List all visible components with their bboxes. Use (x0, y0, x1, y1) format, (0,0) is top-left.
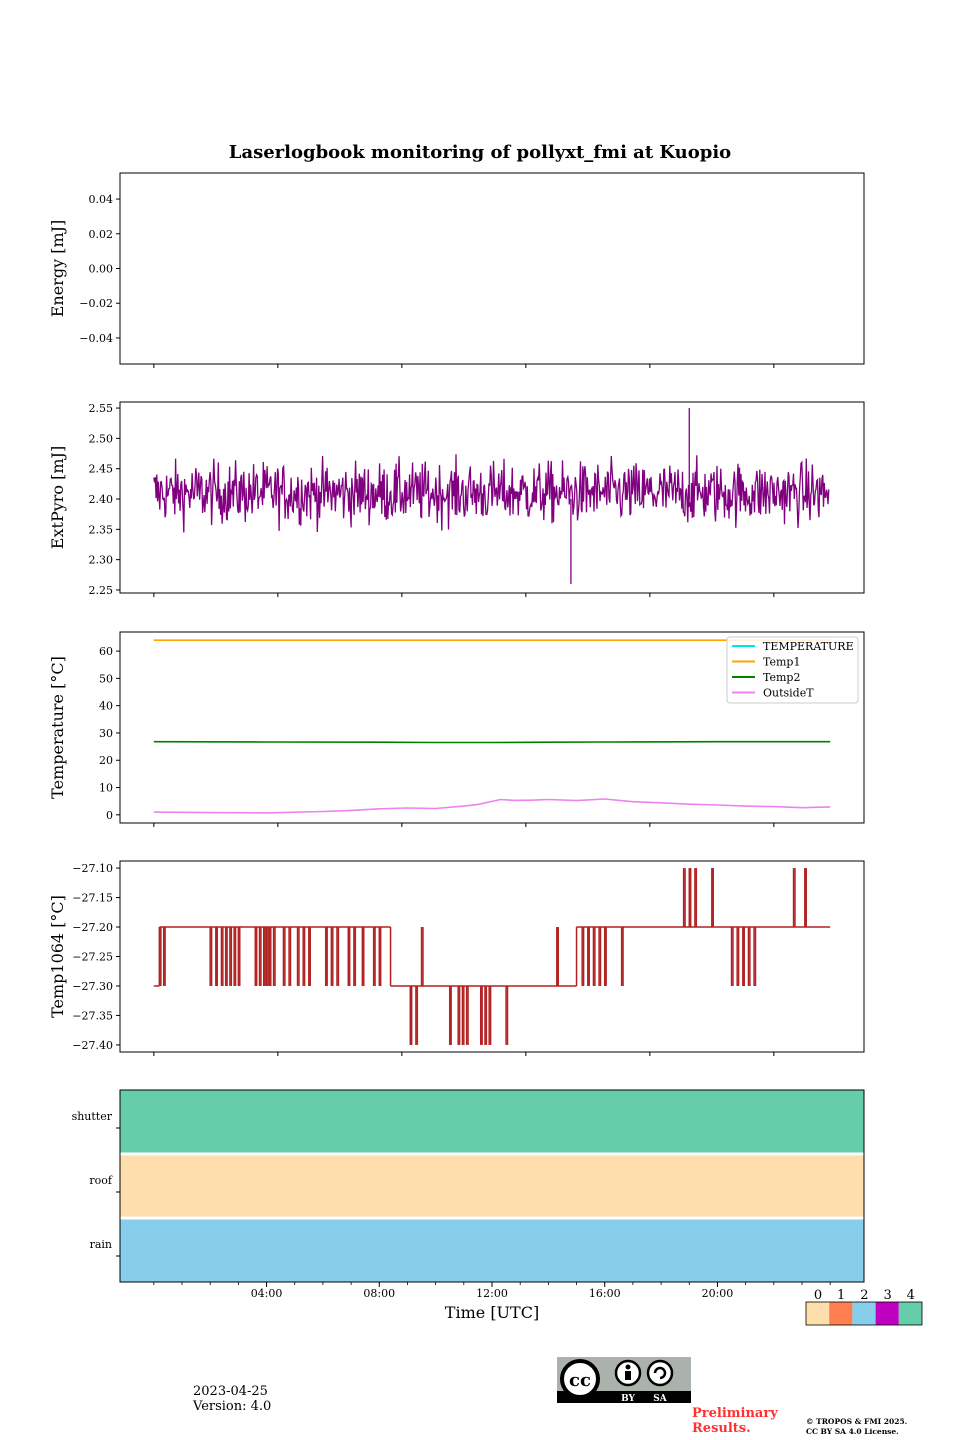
extpyro-axes-frame (119, 401, 865, 594)
temp1064-ytick-label: −27.40 (72, 1039, 113, 1052)
time-xtick-label: 04:00 (251, 1287, 283, 1300)
temperature-ytick-label: 10 (99, 782, 113, 795)
temp1064-ytick-label: −27.15 (72, 892, 113, 905)
energy-ytick-label: −0.04 (79, 332, 113, 345)
preliminary-note: Preliminary Results. (692, 1406, 778, 1436)
energy-ylabel: Energy [mJ] (48, 220, 67, 318)
temperature-series-outsidet (153, 798, 831, 814)
by-label: BY (621, 1394, 635, 1404)
temperature-ytick-label: 40 (99, 700, 113, 713)
energy-ytick-label: 0.00 (89, 263, 114, 276)
temp1064-ytick-label: −27.20 (72, 921, 113, 934)
chart-title: Laserlogbook monitoring of pollyxt_fmi a… (229, 142, 731, 163)
temperature-series-temp2 (153, 740, 831, 744)
colorbar-swatch-3 (875, 1302, 899, 1325)
extpyro-panel: 2.25 2.30 2.35 2.40 2.45 2.50 2.55 ExtPyro [mJ] (48, 401, 865, 597)
colorbar-swatch-1 (829, 1302, 853, 1325)
status-row-shutter (120, 1090, 864, 1153)
status-row-rain (120, 1219, 864, 1282)
temperature-axes-frame (119, 631, 865, 824)
extpyro-ytick-label: 2.55 (89, 402, 114, 415)
extpyro-ytick-label: 2.25 (89, 584, 114, 597)
extpyro-ytick-label: 2.45 (89, 463, 114, 476)
temp1064-axes-frame (119, 860, 865, 1053)
colorbar-tick-label: 4 (907, 1288, 915, 1303)
time-xtick-label: 20:00 (702, 1287, 734, 1300)
colorbar-swatch-4 (898, 1302, 922, 1325)
colorbar-tick-label: 3 (883, 1288, 891, 1303)
temperature-ytick-label: 60 (99, 645, 113, 658)
sa-icon-arrow (653, 1366, 667, 1380)
extpyro-ylabel: ExtPyro [mJ] (48, 446, 67, 549)
legend-label-temperature: TEMPERATURE (763, 640, 854, 653)
temp1064-ytick-label: −27.10 (72, 862, 113, 875)
temperature-ytick-label: 0 (106, 809, 113, 822)
by-icon-body (625, 1371, 631, 1380)
legend-label-temp1: Temp1 (763, 656, 800, 669)
by-icon-head (625, 1364, 631, 1370)
legend-label-outsidet: OutsideT (763, 687, 814, 700)
colorbar-swatch-2 (852, 1302, 876, 1325)
cc-icon-text: cc (569, 1370, 591, 1391)
colorbar-tick-label: 2 (860, 1288, 868, 1303)
legend-label-temp2: Temp2 (763, 671, 800, 684)
colorbar-swatch-0 (806, 1302, 830, 1325)
sa-share-alike-icon (646, 1359, 674, 1387)
temperature-ytick-label: 20 (99, 754, 113, 767)
energy-panel: 0.04 0.02 0.00 −0.02 −0.04 Energy [mJ] (48, 172, 865, 368)
time-xtick-label: 12:00 (476, 1287, 508, 1300)
temp1064-ytick-label: −27.25 (72, 951, 113, 964)
colorbar-frame (805, 1301, 923, 1326)
version-label: Version: 4.0 (193, 1399, 272, 1414)
energy-ytick-label: 0.02 (89, 228, 114, 241)
temp1064-panel: −27.10 −27.15 −27.20 −27.25 −27.30 −27.35 −27.… (48, 860, 865, 1056)
time-xtick-label: 08:00 (363, 1287, 395, 1300)
temp1064-ytick-label: −27.35 (72, 1009, 113, 1022)
temperature-ylabel: Temperature [°C] (48, 656, 67, 799)
temperature-ytick-label: 30 (99, 727, 113, 740)
colorbar-tick-label: 0 (814, 1288, 822, 1303)
sa-label: SA (653, 1394, 667, 1404)
extpyro-ytick-label: 2.50 (89, 432, 114, 445)
time-xtick-label: 16:00 (589, 1287, 621, 1300)
energy-ytick-label: 0.04 (89, 193, 114, 206)
temp1064-ylabel: Temp1064 [°C] (48, 895, 67, 1018)
copyright-line-1: © TROPOS & FMI 2025. (806, 1417, 908, 1426)
temperature-ytick-label: 50 (99, 672, 113, 685)
extpyro-series-line (153, 454, 830, 533)
date-label: 2023-04-25 (193, 1384, 268, 1399)
time-xlabel: Time [UTC] (445, 1303, 539, 1322)
status-row-label-rain: rain (90, 1238, 112, 1251)
cc-icon (560, 1359, 600, 1399)
status-row-roof (120, 1155, 864, 1217)
cc-license-badge: cc BY SA (557, 1357, 691, 1404)
status-panel: shutter roof rain 04:00 08:00 12:00 16:00 20:00… (72, 1089, 865, 1322)
extpyro-ytick-label: 2.40 (89, 493, 114, 506)
temperature-panel: 0 10 20 30 40 50 60 Temperature [°C] TEMPERATURE… (48, 631, 865, 827)
copyright-line-2: CC BY SA 4.0 License. (806, 1427, 899, 1436)
status-row-label-roof: roof (89, 1174, 113, 1187)
temperature-legend: TEMPERATURE Temp1 Temp2 OutsideT (726, 636, 859, 704)
legend-frame (726, 636, 859, 704)
status-row-label-shutter: shutter (72, 1110, 113, 1123)
extpyro-ytick-label: 2.30 (89, 554, 114, 567)
temp1064-ytick-label: −27.30 (72, 980, 113, 993)
colorbar-tick-label: 1 (837, 1288, 845, 1303)
extpyro-ytick-label: 2.35 (89, 523, 114, 536)
energy-axes-frame (119, 172, 865, 365)
energy-ytick-label: −0.02 (79, 297, 113, 310)
